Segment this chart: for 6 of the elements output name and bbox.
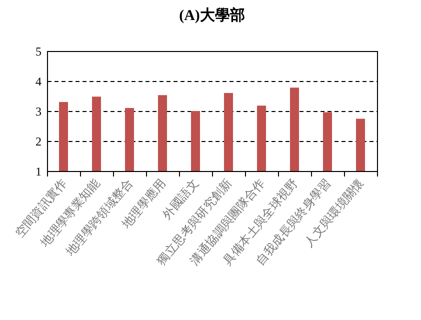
y-tick-label: 2 <box>36 134 42 148</box>
y-tick-label: 4 <box>36 74 42 88</box>
y-tick-label: 3 <box>36 104 42 118</box>
chart-title: (A)大學部 <box>179 6 245 24</box>
y-tick-label: 5 <box>36 44 42 58</box>
y-tick-label: 1 <box>36 164 42 178</box>
